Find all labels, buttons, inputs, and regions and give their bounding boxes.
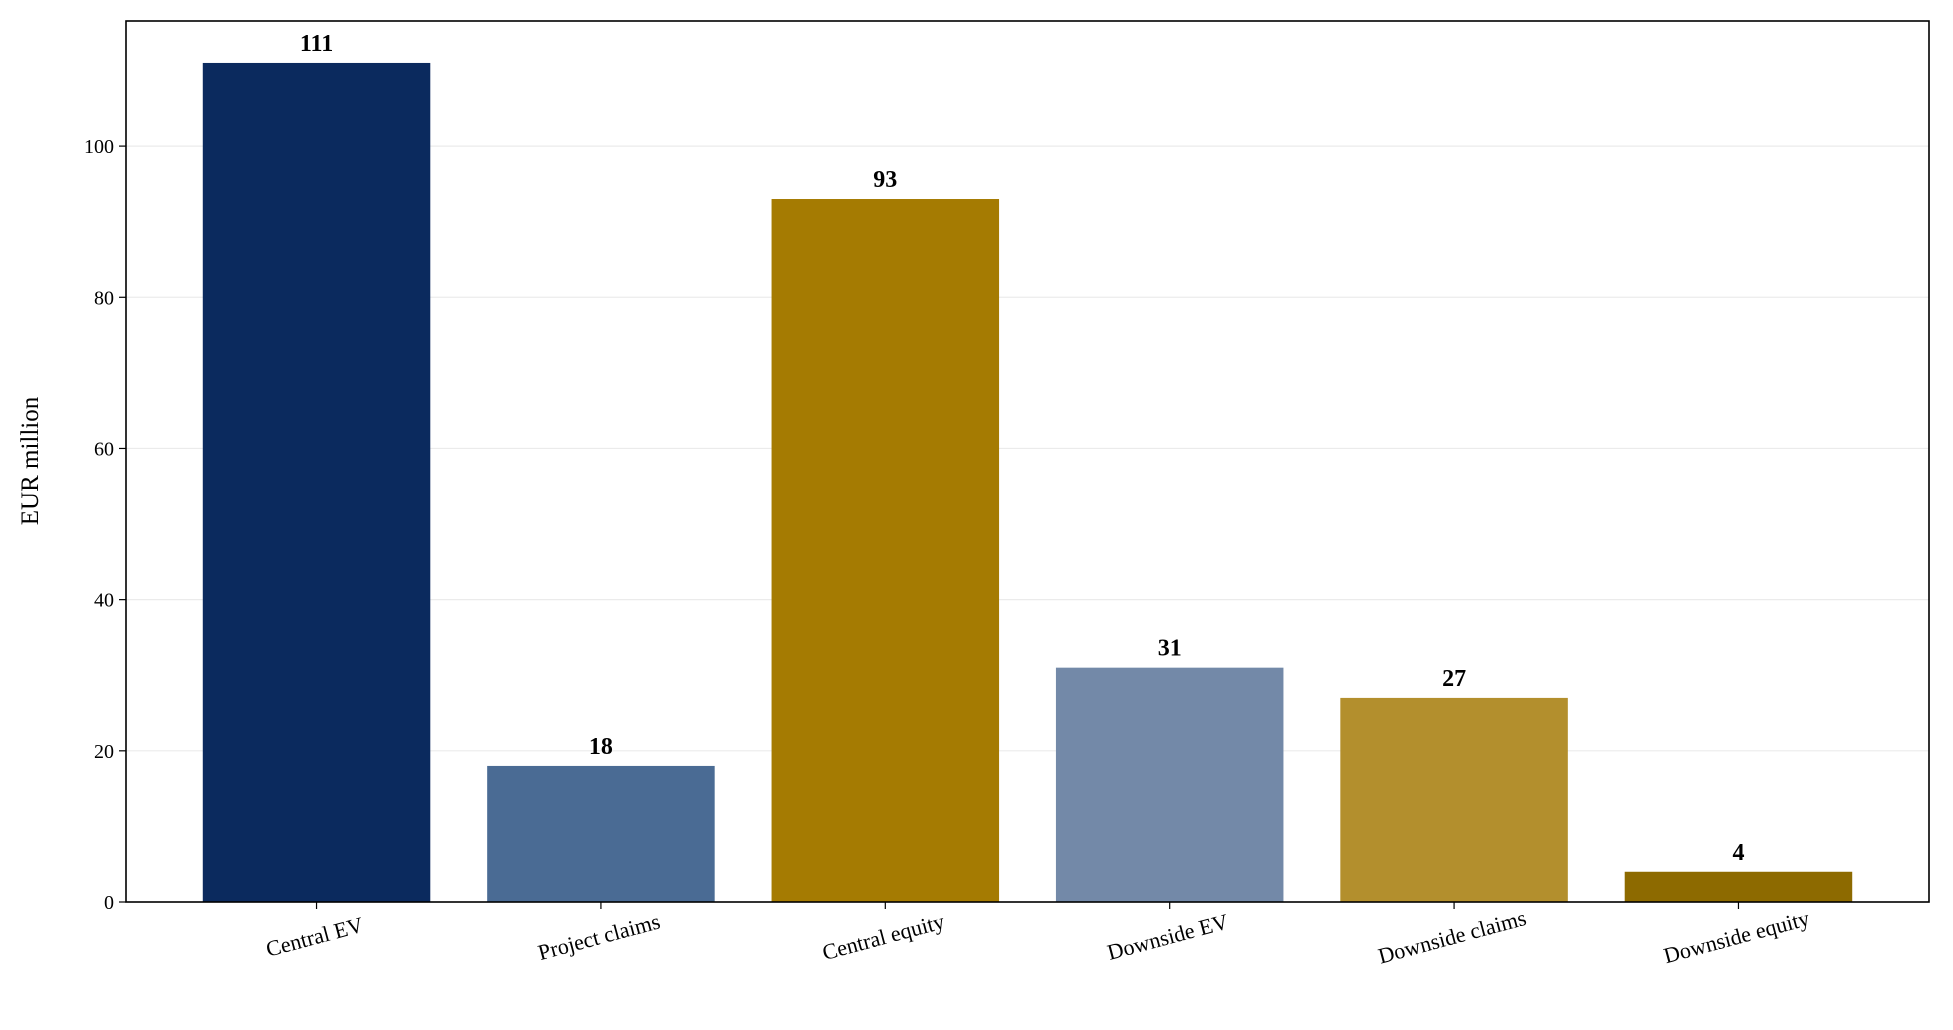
- x-tick-label: Central EV: [263, 912, 366, 962]
- bar: [487, 765, 715, 902]
- x-tick-label: Downside EV: [1105, 909, 1231, 965]
- value-label: 111: [300, 31, 333, 57]
- y-axis-label: EUR million: [17, 396, 44, 525]
- plot-frame: [125, 20, 1930, 903]
- value-label: 4: [1732, 840, 1744, 866]
- y-tick-label: 100: [84, 136, 114, 158]
- y-tick-label: 0: [104, 892, 114, 914]
- value-label: 31: [1158, 636, 1182, 662]
- y-tick-label: 60: [94, 438, 114, 460]
- value-label: 27: [1442, 666, 1466, 692]
- value-label: 18: [589, 734, 613, 760]
- bar: [202, 62, 431, 902]
- x-tick-label: Downside equity: [1661, 905, 1812, 968]
- bar: [1340, 697, 1568, 902]
- y-tick-label: 80: [94, 287, 114, 309]
- x-tick-label: Downside claims: [1375, 905, 1528, 969]
- y-tick-label: 40: [94, 590, 114, 612]
- bar: [1055, 667, 1284, 902]
- bar: [771, 199, 1000, 902]
- x-tick-label: Project claims: [535, 908, 662, 965]
- bar: [1624, 871, 1853, 902]
- value-label: 93: [873, 167, 897, 193]
- y-tick-label: 20: [94, 741, 114, 763]
- x-tick-label: Central equity: [820, 908, 947, 965]
